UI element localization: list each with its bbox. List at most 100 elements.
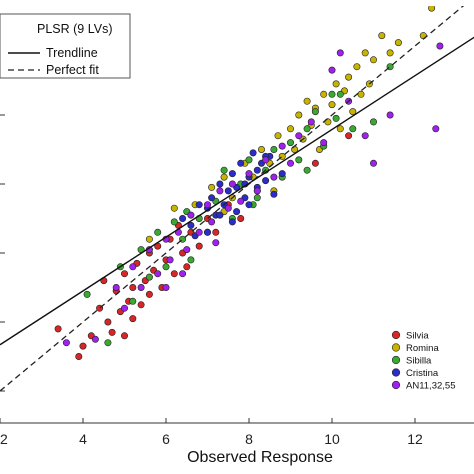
point-4-4 — [129, 263, 137, 271]
point-0-0 — [54, 325, 62, 333]
x-tick-label-4: 10 — [324, 431, 340, 447]
legend-label-2: Sibilla — [406, 356, 432, 367]
point-0-11 — [121, 332, 129, 340]
point-4-13 — [195, 228, 203, 236]
point-3-11 — [237, 159, 245, 167]
point-2-21 — [270, 146, 278, 154]
lines-legend-box — [0, 13, 131, 79]
point-3-14 — [249, 149, 257, 157]
legend-label-3: Cristina — [406, 368, 439, 379]
point-2-32 — [369, 118, 377, 126]
point-4-1 — [91, 335, 99, 343]
point-2-28 — [328, 90, 336, 98]
point-2-5 — [145, 273, 153, 281]
point-1-22 — [328, 101, 336, 109]
point-0-28 — [183, 263, 191, 271]
point-2-19 — [253, 194, 261, 202]
point-4-35 — [432, 125, 440, 133]
x-tick-label-0: 2 — [0, 431, 8, 447]
legend-label-0: Silvia — [406, 331, 429, 342]
x-tick-label-3: 8 — [245, 431, 253, 447]
point-0-14 — [129, 315, 137, 323]
point-1-33 — [378, 32, 386, 40]
point-4-38 — [179, 270, 187, 278]
point-4-33 — [369, 159, 377, 167]
point-3-19 — [270, 190, 278, 198]
point-4-28 — [320, 139, 328, 147]
point-2-26 — [311, 108, 319, 116]
point-4-18 — [228, 180, 236, 188]
point-4-7 — [154, 270, 162, 278]
point-1-34 — [386, 49, 394, 57]
point-0-10 — [121, 270, 129, 278]
point-4-24 — [278, 142, 286, 150]
point-1-32 — [369, 56, 377, 64]
point-4-20 — [245, 170, 253, 178]
point-4-2 — [112, 283, 120, 291]
point-1-16 — [303, 97, 311, 105]
point-4-11 — [183, 246, 191, 254]
point-0-19 — [145, 290, 153, 298]
point-0-30 — [195, 242, 203, 250]
point-4-29 — [328, 66, 336, 74]
point-4-19 — [237, 197, 245, 205]
legend-marker-3 — [391, 368, 401, 377]
point-1-20 — [320, 90, 328, 98]
point-1-28 — [353, 63, 361, 71]
point-1-3 — [208, 183, 216, 191]
point-3-4 — [208, 194, 216, 202]
point-0-16 — [137, 301, 145, 309]
point-3-10 — [233, 208, 241, 216]
point-1-8 — [257, 146, 265, 154]
legend-marker-2 — [391, 355, 401, 365]
point-0-25 — [170, 270, 178, 278]
point-4-3 — [121, 304, 129, 312]
point-4-37 — [162, 283, 170, 291]
point-2-8 — [170, 218, 178, 226]
legend-trendline-label: Trendline — [46, 46, 98, 60]
point-4-26 — [295, 132, 303, 140]
point-0-2 — [79, 342, 87, 350]
tick-labels: 2 4 6 8 10 12 — [0, 45, 423, 447]
point-2-31 — [349, 125, 357, 133]
point-1-1 — [170, 204, 178, 212]
point-4-12 — [187, 211, 195, 219]
point-4-0 — [62, 339, 70, 347]
point-4-22 — [262, 156, 270, 164]
point-1-35 — [394, 39, 402, 47]
point-3-6 — [216, 180, 224, 188]
point-4-25 — [286, 159, 294, 167]
point-3-25 — [245, 201, 253, 209]
point-3-17 — [262, 177, 270, 185]
point-1-37 — [428, 6, 436, 12]
point-2-11 — [187, 256, 195, 264]
point-0-7 — [108, 328, 116, 336]
point-2-7 — [162, 263, 170, 271]
point-1-26 — [345, 73, 353, 81]
point-2-18 — [245, 156, 253, 164]
point-3-23 — [216, 211, 224, 219]
point-4-30 — [336, 49, 344, 57]
point-3-28 — [278, 170, 286, 178]
point-4-23 — [270, 173, 278, 181]
legend-header: PLSR (9 LVs) — [37, 22, 113, 36]
lines-legend: PLSR (9 LVs) Trendline Perfect fit — [0, 13, 131, 79]
point-4-36 — [436, 42, 444, 50]
point-0-36 — [311, 159, 319, 167]
fit-lines — [0, 6, 474, 392]
point-3-2 — [195, 201, 203, 209]
point-0-13 — [129, 283, 137, 291]
point-0-32 — [212, 228, 220, 236]
point-2-0 — [83, 290, 91, 298]
point-4-14 — [204, 201, 212, 209]
legend-label-1: Romina — [406, 343, 439, 354]
point-4-5 — [137, 283, 145, 291]
point-1-24 — [336, 125, 344, 133]
point-1-23 — [332, 80, 340, 88]
point-3-1 — [187, 221, 195, 229]
point-4-9 — [166, 256, 174, 264]
x-tick-label-1: 4 — [79, 431, 87, 447]
point-2-3 — [129, 297, 137, 305]
point-4-27 — [307, 118, 315, 126]
